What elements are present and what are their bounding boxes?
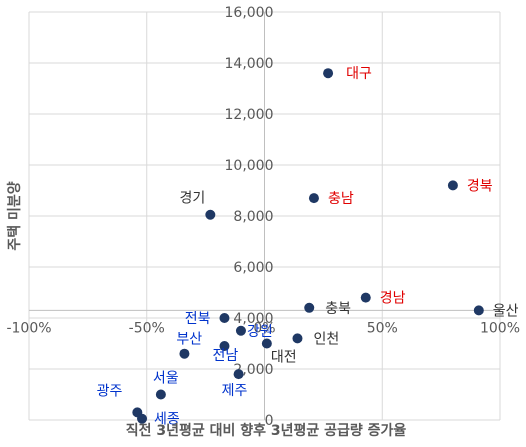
data-point-경기	[205, 209, 216, 220]
data-point-충남	[308, 193, 319, 204]
point-label: 경기	[179, 191, 205, 207]
y-tick-label: 8,000	[233, 209, 273, 225]
data-point-대전	[261, 338, 272, 349]
point-label: 인천	[313, 331, 339, 347]
point-label: 경남	[380, 291, 406, 307]
point-label: 전북	[185, 311, 211, 327]
y-tick-label: 10,000	[225, 158, 274, 174]
point-label: 강원	[247, 324, 273, 340]
data-point-대구	[323, 68, 334, 79]
point-label: 울산	[493, 303, 519, 319]
data-point-전남	[219, 341, 230, 352]
x-tick-label: -100%	[6, 320, 51, 336]
x-axis-label: 직전 3년평균 대비 향후 3년평균 공급량 증가율	[126, 422, 407, 439]
y-tick-label: 0	[265, 413, 274, 429]
data-point-서울	[155, 389, 166, 400]
point-label: 제주	[222, 383, 248, 399]
y-tick-label: 12,000	[225, 107, 274, 123]
data-point-전북	[219, 313, 230, 323]
reference-lines	[29, 12, 500, 420]
x-tick-label: -50%	[129, 320, 165, 336]
point-label: 세종	[154, 412, 180, 428]
x-tick-label: 100%	[480, 320, 520, 336]
y-tick-label: 14,000	[225, 56, 274, 72]
data-point-제주	[233, 369, 244, 380]
x-tick-label: 50%	[367, 320, 398, 336]
y-tick-label: 16,000	[225, 5, 274, 21]
data-point-충북	[304, 302, 315, 313]
data-point-경남	[360, 292, 371, 303]
y-tick-label: 6,000	[233, 260, 273, 276]
point-label: 대전	[271, 350, 297, 366]
data-point-경북	[447, 180, 458, 191]
y-axis-label: 주택 미분양	[6, 181, 23, 250]
point-label: 대구	[346, 66, 372, 82]
y-tick-label: 4,000	[233, 311, 273, 327]
point-label: 충남	[328, 191, 354, 207]
data-point-울산	[473, 305, 484, 316]
data-points	[132, 68, 484, 424]
x-tick-label: 0%	[253, 320, 275, 336]
point-label: 부산	[176, 332, 202, 348]
point-label: 전남	[212, 348, 238, 364]
point-label: 서울	[153, 371, 179, 387]
data-point-세종	[137, 413, 148, 424]
point-label: 충북	[325, 301, 351, 317]
data-point-강원	[235, 325, 246, 336]
point-label: 경북	[467, 178, 493, 194]
data-point-부산	[179, 348, 190, 359]
tick-labels: -100% -50% 0% 50% 100%02,0004,0006,0008,0001…	[6, 5, 520, 429]
point-label: 광주	[97, 383, 123, 399]
data-point-인천	[292, 333, 303, 344]
